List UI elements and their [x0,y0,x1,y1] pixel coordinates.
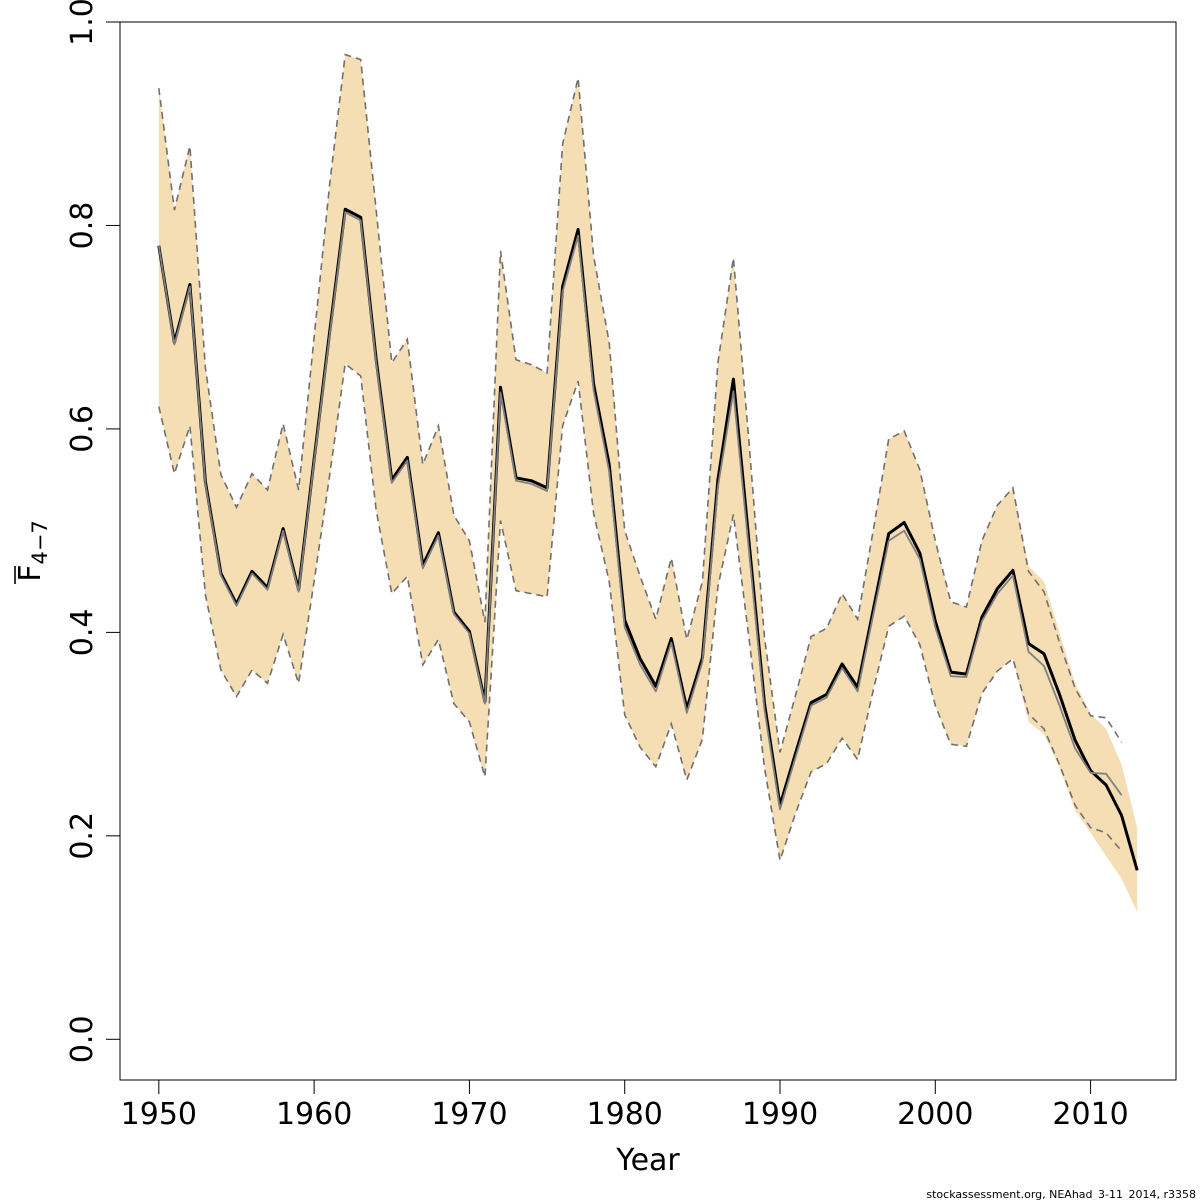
previous-estimate-line [157,211,1123,811]
y-tick-label: 1.0 [65,0,100,46]
x-tick-label: 1960 [276,1097,352,1132]
x-tick-label: 1980 [587,1097,663,1132]
y-tick-label: 0.4 [65,609,100,657]
confidence-band [158,54,1138,913]
y-axis: 0.0 0.2 0.4 0.6 0.8 1.0 [65,0,121,1063]
x-tick-label: 1950 [121,1097,197,1132]
y-tick-label: 0.8 [65,202,100,250]
svg-text:F4−7: F4−7 [13,520,52,582]
y-axis-title-sub: 4−7 [28,520,52,564]
x-axis: 1950 1960 1970 1980 1990 2000 2010 [121,1079,1129,1132]
y-axis-title-main: F [13,565,48,582]
plot-layer-lines [157,53,1139,871]
x-tick-label: 1970 [431,1097,507,1132]
x-axis-title: Year [615,1143,680,1178]
plot-layer-band [158,54,1138,913]
y-tick-label: 0.2 [65,812,100,860]
x-tick-label: 2000 [897,1097,973,1132]
y-tick-label: 0.6 [65,405,100,453]
x-tick-label: 2010 [1052,1097,1128,1132]
previous-lower-bound-line [158,362,1123,861]
y-axis-title: F4−7 [13,520,52,584]
y-tick-label: 0.0 [65,1015,100,1063]
x-tick-label: 1990 [742,1097,818,1132]
footer-credit: stockassessment.org, NEAhad_3-11_2014, r… [926,1188,1196,1200]
